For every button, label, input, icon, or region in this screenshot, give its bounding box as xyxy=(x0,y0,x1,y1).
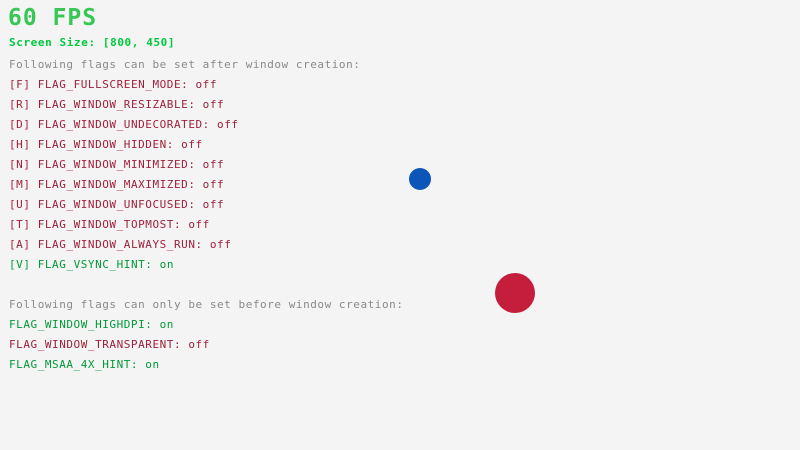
flag-row: FLAG_WINDOW_HIGHDPI: on xyxy=(9,318,174,332)
flag-state-value: off xyxy=(181,138,203,151)
flag-state-value: off xyxy=(202,158,225,171)
flag-state-value: off xyxy=(209,238,232,251)
flag-state-value: off xyxy=(188,338,210,351)
flag-name: FLAG_WINDOW_HIDDEN: xyxy=(37,138,182,151)
startup-flags-heading: Following flags can only be set before w… xyxy=(9,298,404,311)
flag-name: FLAG_WINDOW_MAXIMIZED: xyxy=(37,178,203,191)
flag-shortcut-key: [H] xyxy=(9,138,38,151)
flag-state-value: on xyxy=(159,258,174,271)
flag-name: FLAG_WINDOW_RESIZABLE: xyxy=(37,98,203,111)
flag-name: FLAG_MSAA_4X_HINT: xyxy=(9,358,146,371)
runtime-flags-heading: Following flags can be set after window … xyxy=(9,58,361,71)
flag-state-value: off xyxy=(202,178,225,191)
flag-row: [M] FLAG_WINDOW_MAXIMIZED: off xyxy=(9,178,224,192)
flag-row: FLAG_MSAA_4X_HINT: on xyxy=(9,358,160,372)
flag-name: FLAG_WINDOW_UNFOCUSED: xyxy=(37,198,203,211)
flag-row: [N] FLAG_WINDOW_MINIMIZED: off xyxy=(9,158,224,172)
flag-shortcut-key: [M] xyxy=(9,178,38,191)
flag-state-value: off xyxy=(188,218,210,231)
flag-name: FLAG_WINDOW_ALWAYS_RUN: xyxy=(37,238,210,251)
flag-row: [V] FLAG_VSYNC_HINT: on xyxy=(9,258,174,272)
flag-row: FLAG_WINDOW_TRANSPARENT: off xyxy=(9,338,210,352)
flag-state-value: off xyxy=(217,118,239,131)
flag-shortcut-key: [F] xyxy=(9,78,38,91)
screen-size-label: Screen Size: [800, 450] xyxy=(9,36,176,49)
flag-row: [R] FLAG_WINDOW_RESIZABLE: off xyxy=(9,98,224,112)
flag-name: FLAG_WINDOW_HIGHDPI: xyxy=(9,318,160,331)
flag-row: [F] FLAG_FULLSCREEN_MODE: off xyxy=(9,78,217,92)
flag-shortcut-key: [R] xyxy=(9,98,38,111)
flag-shortcut-key: [T] xyxy=(9,218,38,231)
flag-shortcut-key: [N] xyxy=(9,158,38,171)
flag-state-value: off xyxy=(195,78,218,91)
flag-state-value: off xyxy=(202,98,225,111)
flag-name: FLAG_WINDOW_TRANSPARENT: xyxy=(9,338,189,351)
flag-name: FLAG_FULLSCREEN_MODE: xyxy=(37,78,196,91)
flag-name: FLAG_VSYNC_HINT: xyxy=(37,258,160,271)
flag-name: FLAG_WINDOW_MINIMIZED: xyxy=(37,158,203,171)
flag-name: FLAG_WINDOW_UNDECORATED: xyxy=(37,118,218,131)
flag-shortcut-key: [V] xyxy=(9,258,38,271)
flag-state-value: on xyxy=(159,318,174,331)
flag-shortcut-key: [A] xyxy=(9,238,38,251)
flag-state-value: off xyxy=(202,198,225,211)
ball-red-shape xyxy=(495,273,535,313)
flag-shortcut-key: [D] xyxy=(9,118,38,131)
flag-shortcut-key: [U] xyxy=(9,198,38,211)
flag-state-value: on xyxy=(145,358,160,371)
fps-counter: 60 FPS xyxy=(8,5,98,31)
ball-blue-shape xyxy=(409,168,431,190)
flag-row: [T] FLAG_WINDOW_TOPMOST: off xyxy=(9,218,210,232)
flag-row: [A] FLAG_WINDOW_ALWAYS_RUN: off xyxy=(9,238,231,252)
flag-row: [U] FLAG_WINDOW_UNFOCUSED: off xyxy=(9,198,224,212)
flag-row: [H] FLAG_WINDOW_HIDDEN: off xyxy=(9,138,203,152)
flag-name: FLAG_WINDOW_TOPMOST: xyxy=(37,218,189,231)
flag-row: [D] FLAG_WINDOW_UNDECORATED: off xyxy=(9,118,239,132)
